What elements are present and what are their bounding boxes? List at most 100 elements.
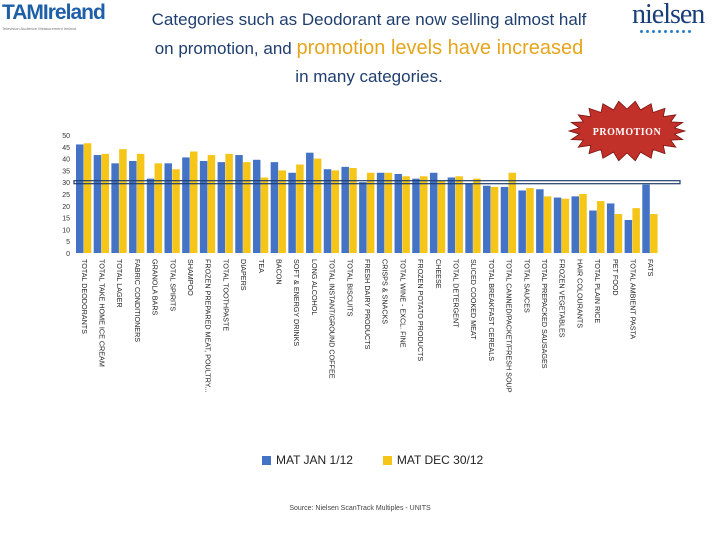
bar-jan — [394, 173, 403, 253]
bar-dec — [402, 176, 410, 253]
bar-dec — [420, 176, 428, 253]
bar-dec — [579, 194, 587, 253]
reference-line — [73, 180, 681, 185]
bar-dec — [561, 198, 570, 253]
bar-jan — [111, 163, 119, 253]
nielsen-wordmark: nielsen — [632, 0, 705, 30]
x-tick-label: TOTAL AMBIENT PASTA — [628, 259, 637, 339]
bar-jan — [624, 219, 633, 253]
bar-dec — [632, 208, 640, 253]
bar-dec — [207, 155, 216, 253]
bar-jan — [359, 182, 367, 253]
bar-jan — [217, 162, 226, 253]
x-tick-label: FROZEN POTATO PRODUCTS — [416, 259, 425, 361]
bar-dec — [597, 201, 605, 253]
x-tick-label: FROZEN PREPARED MEAT, POULTRY... — [204, 259, 213, 393]
bar-dec — [508, 172, 516, 253]
bar-jan — [412, 178, 420, 253]
nielsen-dots — [640, 30, 718, 33]
bar-dec — [543, 196, 552, 253]
bar-jan — [146, 178, 155, 253]
x-tick-label: CHEESE — [434, 259, 443, 289]
y-tick-label: 5 — [66, 239, 70, 246]
x-tick-label: TOTAL PLAIN RICE — [593, 259, 602, 323]
x-tick-label: CRISPS & SNACKS — [381, 259, 390, 324]
bar-dec — [455, 176, 463, 253]
bar-dec — [366, 172, 375, 253]
bar-jan — [642, 184, 650, 253]
bar-jan — [129, 160, 137, 253]
bar-dec — [136, 153, 145, 253]
promotion-burst-shape — [567, 100, 687, 162]
x-tick-label: LONG ALCOHOL — [310, 259, 319, 315]
bar-dec — [437, 181, 446, 253]
bar-jan — [252, 159, 261, 253]
bar-jan — [323, 169, 332, 253]
x-tick-label: SHAMPOO — [186, 259, 195, 296]
bar-dec — [490, 186, 499, 253]
x-tick-label: SOFT & ENERGY DRINKS — [292, 259, 301, 346]
x-tick-label: TOTAL CANNED/PACKET/FRESH SOUP — [505, 259, 514, 393]
bar-jan — [606, 203, 615, 253]
title-line-2b: promotion levels have increased — [296, 37, 584, 59]
y-tick-label: 0 — [66, 251, 70, 258]
x-tick-label: TEA — [257, 259, 266, 273]
x-tick-label: FRESH DAIRY PRODUCTS — [363, 259, 372, 350]
x-tick-label: TOTAL BREAKFAST CEREALS — [487, 259, 496, 361]
x-tick-label: FABRIC CONDITIONERS — [133, 259, 142, 342]
x-tick-label: SLICED COOKED MEAT — [469, 259, 478, 340]
legend-item-jan: MAT JAN 1/12 — [262, 453, 353, 467]
bar-dec — [349, 168, 357, 253]
x-tick-label: PET FOOD — [611, 259, 620, 296]
x-tick-label: GRANOLA BARS — [151, 259, 160, 316]
bar-dec — [260, 177, 269, 253]
nielsen-logo: nielsen — [632, 0, 718, 38]
x-tick-label: HAIR COLOURANTS — [575, 259, 584, 328]
bar-jan — [270, 162, 279, 253]
bar-dec — [154, 163, 163, 253]
bar-jan — [288, 172, 296, 253]
bar-jan — [199, 160, 208, 253]
y-axis: 0 5 10 15 20 25 30 35 40 45 50 — [62, 133, 70, 258]
bar-dec — [331, 170, 340, 253]
bar-jan — [306, 152, 314, 253]
y-tick-label: 40 — [62, 157, 70, 164]
title-line-2a: on promotion, and — [154, 39, 292, 58]
y-tick-label: 45 — [62, 145, 70, 152]
x-tick-label: BACON — [275, 259, 284, 285]
bar-dec — [225, 153, 233, 253]
bar-jan — [571, 196, 580, 253]
bar-jan — [447, 177, 456, 253]
bar-jan — [483, 185, 491, 253]
bar-jan — [341, 166, 349, 253]
bar-jan — [93, 155, 102, 253]
bar-dec — [83, 143, 92, 253]
bar-dec — [189, 151, 198, 253]
title-line-1: Categories such as Deodorant are now sel… — [151, 10, 587, 29]
legend-item-dec: MAT DEC 30/12 — [382, 453, 483, 467]
x-axis-labels: TOTAL DEODORANTS TOTAL TAKE HOME ICE CREA… — [80, 259, 655, 393]
y-tick-label: 50 — [62, 133, 70, 140]
bar-jan — [518, 190, 526, 253]
x-tick-label: TOTAL BISCUITS — [345, 259, 354, 317]
x-tick-label: TOTAL DEODORANTS — [80, 259, 89, 334]
title-line-3: in many categories. — [295, 67, 443, 86]
bar-dec — [243, 162, 251, 253]
x-tick-label: DIAPERS — [239, 259, 248, 291]
legend-label-jan: MAT JAN 1/12 — [276, 453, 353, 467]
source-note: Source: Nielsen ScanTrack Multiples - UN… — [289, 505, 431, 512]
tam-ireland-tagline: Television Audience Measurement Ireland — [2, 26, 77, 31]
title-line-2: on promotion, and promotion levels have … — [100, 34, 638, 63]
promotion-badge-text: PROMOTION — [593, 127, 662, 138]
bar-dec — [296, 164, 304, 253]
reference-line-group — [73, 180, 681, 185]
bar-jan — [553, 197, 562, 253]
promotion-badge: PROMOTION — [567, 100, 687, 162]
bar-jan — [164, 163, 172, 253]
bar-jan — [536, 189, 544, 253]
bar-jan — [235, 155, 243, 253]
bar-dec — [313, 158, 322, 253]
x-tick-label: TOTAL SAUCES — [522, 259, 531, 313]
bar-dec — [614, 214, 623, 253]
